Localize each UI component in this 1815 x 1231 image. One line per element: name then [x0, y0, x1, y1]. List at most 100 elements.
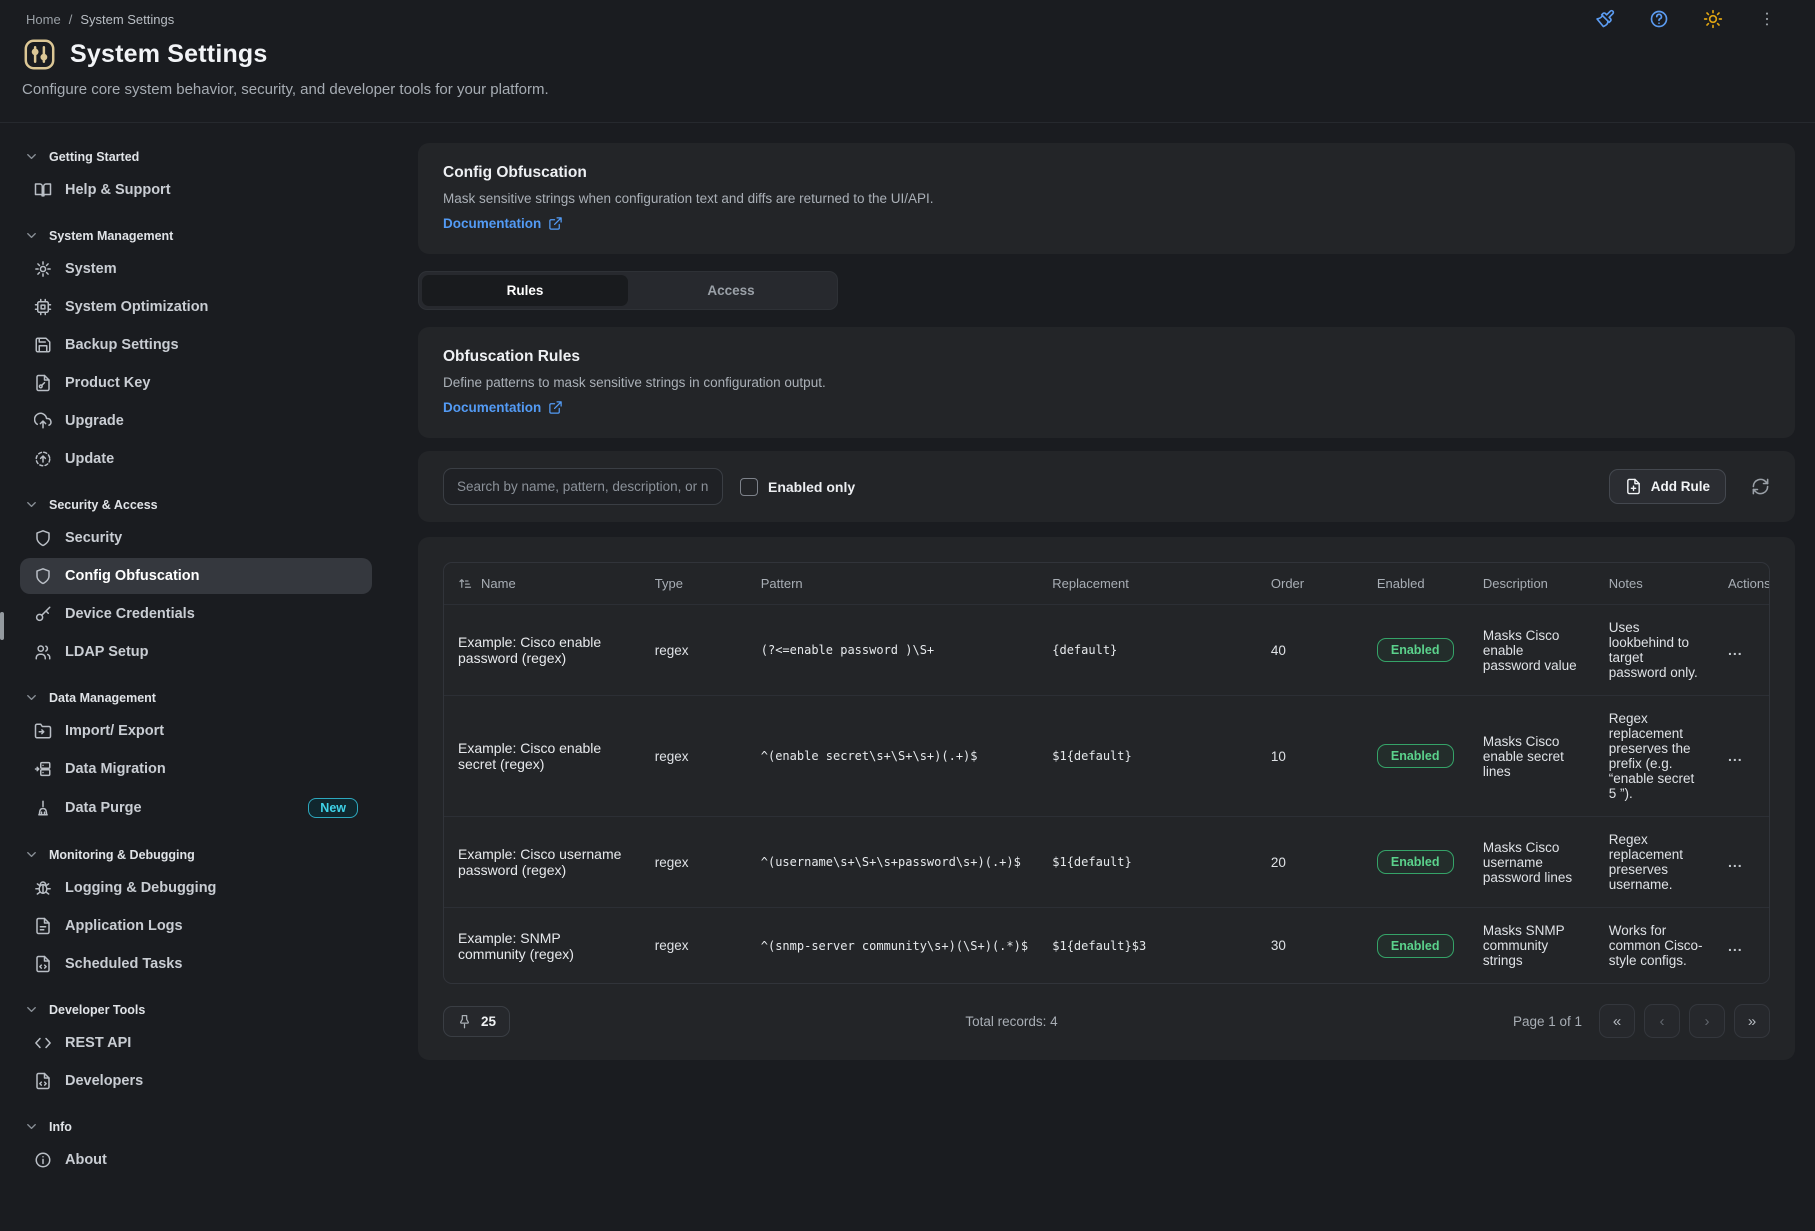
sidebar-section-label: Developer Tools [49, 1002, 146, 1017]
sidebar-item-about[interactable]: About [20, 1142, 372, 1178]
shield-icon [34, 567, 52, 585]
page-info: Page 1 of 1 [1512, 1013, 1582, 1029]
total-records: Total records: 4 [965, 1013, 1058, 1029]
rule-type: regex [642, 695, 749, 817]
sidebar-item-data-migration[interactable]: Data Migration [20, 751, 372, 787]
sidebar-item-label: Logging & Debugging [65, 880, 217, 896]
sidebar-item-developers[interactable]: Developers [20, 1063, 372, 1099]
broom-icon [34, 799, 52, 817]
enabled-badge: Enabled [1376, 638, 1454, 662]
sidebar-item-system[interactable]: System [20, 251, 372, 287]
rule-pattern: (?<=enable password )\S+ [748, 604, 1041, 696]
tab-access[interactable]: Access [707, 283, 755, 298]
rules-table: Name Type Pattern Replacement Order Enab… [443, 562, 1770, 984]
sidebar-item-device-credentials[interactable]: Device Credentials [20, 596, 372, 632]
column-header: Replacement [1052, 576, 1129, 591]
rule-description: Masks Cisco enable secret lines [1470, 695, 1597, 817]
rule-description: Masks Cisco username password lines [1470, 816, 1597, 908]
sidebar-item-rest-api[interactable]: REST API [20, 1025, 372, 1061]
sidebar-item-label: Security [65, 530, 123, 546]
kebab-menu-icon[interactable] [1757, 9, 1777, 29]
chevron-down-icon [24, 1002, 39, 1017]
sidebar-section-label: Getting Started [49, 149, 140, 164]
light-mode-sun-icon[interactable] [1703, 9, 1723, 29]
tab-rules[interactable]: Rules [422, 275, 628, 306]
previous-page-button[interactable]: ‹ [1644, 1004, 1680, 1038]
scrollbar-thumb[interactable] [0, 612, 4, 640]
sidebar-item-application-logs[interactable]: Application Logs [20, 908, 372, 944]
sidebar-section-developer-tools[interactable]: Developer Tools [20, 996, 372, 1023]
sidebar-item-import-export[interactable]: Import/ Export [20, 713, 372, 749]
sidebar-section-data-management[interactable]: Data Management [20, 684, 372, 711]
first-page-button[interactable]: « [1599, 1004, 1635, 1038]
external-link-icon [548, 400, 563, 415]
sidebar-item-logging-debugging[interactable]: Logging & Debugging [20, 870, 372, 906]
sidebar-item-upgrade[interactable]: Upgrade [20, 403, 372, 439]
row-actions-menu[interactable]: ... [1728, 937, 1743, 954]
rule-type: regex [642, 604, 749, 696]
theme-paintbrush-icon[interactable] [1595, 9, 1615, 29]
search-input[interactable] [443, 468, 723, 505]
rule-order: 30 [1258, 907, 1365, 983]
sidebar-item-system-optimization[interactable]: System Optimization [20, 289, 372, 325]
refresh-icon[interactable] [1751, 477, 1770, 496]
documentation-link[interactable]: Documentation [443, 400, 563, 415]
table-row: Example: Cisco username password (regex)… [444, 816, 1769, 908]
rule-name: Example: Cisco enable password (regex) [444, 604, 643, 696]
next-page-button[interactable]: › [1689, 1004, 1725, 1038]
rule-description: Masks Cisco enable password value [1470, 604, 1597, 696]
last-page-button[interactable]: » [1734, 1004, 1770, 1038]
column-header: Order [1270, 576, 1305, 591]
sidebar-section-info[interactable]: Info [20, 1113, 372, 1140]
help-icon[interactable] [1649, 9, 1669, 29]
enabled-only-filter[interactable]: Enabled only [740, 477, 855, 496]
sidebar-item-product-key[interactable]: Product Key [20, 365, 372, 401]
documentation-link[interactable]: Documentation [443, 216, 563, 231]
enabled-badge: Enabled [1376, 744, 1454, 768]
bug-icon [34, 879, 52, 897]
sidebar-item-scheduled-tasks[interactable]: Scheduled Tasks [20, 946, 372, 982]
sidebar-section-security-access[interactable]: Security & Access [20, 491, 372, 518]
sidebar-section-label: Data Management [49, 690, 156, 705]
sidebar-item-backup-settings[interactable]: Backup Settings [20, 327, 372, 363]
column-name-sort[interactable]: Name [458, 576, 631, 591]
sidebar-item-label: Config Obfuscation [65, 568, 200, 584]
arrow-up-circle-icon [34, 450, 52, 468]
table-header-row: Name Type Pattern Replacement Order Enab… [444, 563, 1769, 605]
sidebar-item-label: Developers [65, 1073, 144, 1089]
rule-order: 20 [1258, 816, 1365, 908]
info-circle-icon [34, 1151, 52, 1169]
row-actions-menu[interactable]: ... [1728, 748, 1743, 764]
external-link-icon [548, 216, 563, 231]
page-size-button[interactable]: 25 [443, 1005, 511, 1037]
sidebar-section-system-management[interactable]: System Management [20, 222, 372, 249]
rule-pattern: ^(enable secret\s+\S+\s+)(.+)$ [748, 695, 1041, 817]
rule-type: regex [642, 907, 749, 983]
sort-ascending-icon [458, 576, 473, 591]
enabled-only-checkbox[interactable] [740, 477, 758, 496]
row-actions-menu[interactable]: ... [1728, 642, 1743, 658]
chevron-down-icon [24, 847, 39, 862]
sidebar-item-help-support[interactable]: Help & Support [20, 172, 372, 208]
sidebar-section-getting-started[interactable]: Getting Started [20, 143, 372, 170]
rules-table-card: Name Type Pattern Replacement Order Enab… [418, 537, 1795, 1060]
sidebar-section-monitoring-debugging[interactable]: Monitoring & Debugging [20, 841, 372, 868]
add-rule-button[interactable]: Add Rule [1608, 469, 1726, 504]
sidebar-item-security[interactable]: Security [20, 520, 372, 556]
breadcrumb-home[interactable]: Home [26, 11, 61, 27]
sidebar-item-update[interactable]: Update [20, 441, 372, 477]
sidebar-item-label: Update [65, 451, 115, 467]
database-migration-icon [34, 760, 52, 778]
chevron-down-icon [24, 149, 39, 164]
card-title: Obfuscation Rules [443, 348, 580, 365]
row-actions-menu[interactable]: ... [1728, 854, 1743, 870]
rule-replacement: $1{default} [1040, 816, 1259, 908]
config-obfuscation-intro-card: Config Obfuscation Mask sensitive string… [418, 143, 1795, 254]
column-header: Enabled [1376, 576, 1425, 591]
sidebar-item-config-obfuscation[interactable]: Config Obfuscation [20, 558, 372, 594]
rule-replacement: $1{default}$3 [1040, 907, 1259, 983]
file-plus-icon [1625, 478, 1642, 495]
enabled-badge: Enabled [1376, 933, 1454, 958]
sidebar-item-ldap-setup[interactable]: LDAP Setup [20, 634, 372, 670]
sidebar-item-data-purge[interactable]: Data Purge New [20, 789, 372, 827]
